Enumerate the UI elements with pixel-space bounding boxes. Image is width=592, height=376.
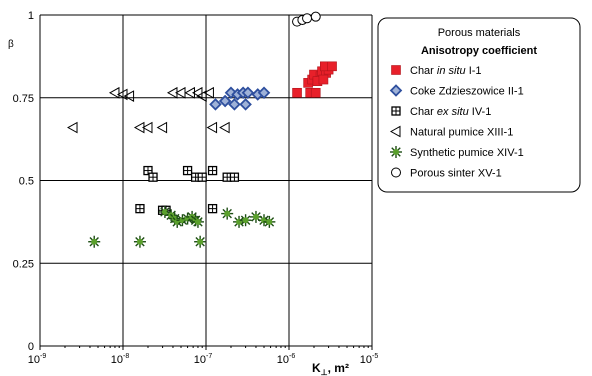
data-point — [184, 86, 195, 99]
data-point — [318, 74, 329, 85]
x-tick-label: 10-9 — [28, 353, 47, 366]
data-point — [241, 86, 255, 100]
legend-box — [377, 17, 581, 193]
data-point — [66, 121, 78, 134]
legend-marker — [391, 167, 401, 178]
legend-entry-label: Natural pumice XIII-1 — [410, 127, 513, 139]
legend-entry-label: Char in situ I-1 — [410, 65, 482, 77]
legend-marker — [389, 125, 401, 138]
data-point — [233, 215, 246, 228]
data-point — [196, 90, 207, 102]
axes: 0 0.25 0.5 0.75 1 10-9 10-8 10-7 10-6 10-5 β K⊥, m² — [8, 10, 378, 376]
data-point — [257, 86, 271, 100]
data-point — [239, 214, 252, 227]
x-tick-label: 10-5 — [360, 353, 379, 366]
data-point — [327, 61, 337, 72]
data-point — [229, 172, 240, 182]
data-point — [221, 207, 234, 220]
data-point — [292, 87, 302, 98]
y-tick-label: 0.75 — [13, 93, 34, 105]
legend-marker — [391, 106, 401, 116]
y-tick-label: 1 — [28, 10, 34, 22]
data-point — [182, 165, 193, 176]
legend: Porous materials Anisotropy coefficient Ch… — [377, 17, 581, 193]
data-point — [207, 165, 218, 176]
data-point — [123, 90, 135, 102]
data-point — [228, 98, 241, 111]
data-point — [239, 98, 252, 111]
data-point — [218, 94, 232, 108]
legend-entry-label: Synthetic pumice XIV-1 — [410, 147, 524, 159]
data-point — [156, 121, 168, 134]
legend-title: Porous materials — [438, 27, 521, 39]
data-point — [194, 235, 207, 248]
x-tick-label: 10-6 — [277, 353, 296, 366]
data-point — [108, 86, 120, 99]
y-tick-label: 0 — [28, 341, 34, 353]
data-point — [143, 165, 153, 176]
y-tick-label: 0.25 — [13, 258, 34, 270]
legend-entry-label: Porous sinter XV-1 — [410, 168, 502, 180]
legend-marker — [389, 84, 403, 97]
y-tick-label: 0.5 — [19, 176, 34, 188]
data-point — [310, 11, 321, 22]
data-point — [263, 215, 276, 228]
legend-marker — [390, 146, 402, 158]
data-point — [133, 235, 146, 248]
data-point — [191, 215, 204, 228]
legend-subtitle: Anisotropy coefficient — [421, 45, 537, 57]
data-point — [135, 203, 145, 214]
plot-area — [66, 11, 337, 248]
data-point — [207, 203, 218, 214]
data-point — [158, 205, 171, 218]
data-point — [209, 98, 222, 111]
x-tick-label: 10-7 — [194, 353, 213, 366]
data-point — [310, 87, 321, 98]
data-point — [148, 172, 158, 182]
data-point — [203, 86, 214, 99]
data-point — [141, 121, 153, 134]
data-point — [197, 172, 207, 182]
y-axis-label: β — [8, 39, 14, 50]
data-point — [219, 121, 230, 134]
data-point — [206, 121, 218, 134]
legend-entry-label: Coke Zdzieszowice II-1 — [410, 86, 524, 98]
data-point — [258, 214, 271, 227]
x-axis-label: K⊥, m² — [312, 361, 349, 376]
data-point — [302, 13, 313, 24]
data-point — [88, 235, 101, 248]
legend-marker — [391, 65, 401, 75]
legend-entry-label: Char ex situ IV-1 — [410, 106, 491, 118]
x-tick-label: 10-8 — [111, 353, 130, 366]
data-point — [191, 86, 203, 99]
